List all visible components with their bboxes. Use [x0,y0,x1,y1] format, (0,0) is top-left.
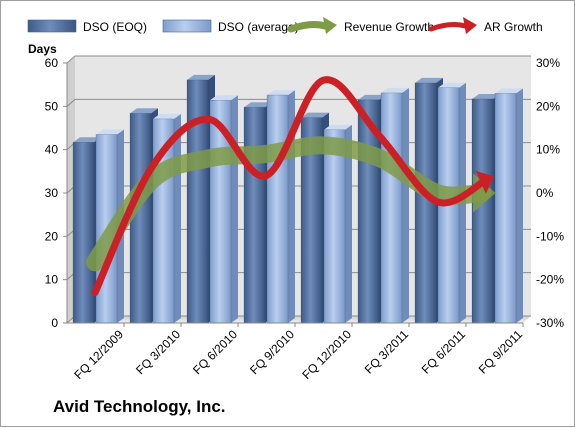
y2-tick-label: 0% [536,186,554,200]
y-axis-left: 0 10 20 30 40 50 60 [45,56,68,330]
x-tick-label: FQ 3/2011 [362,327,412,377]
legend-label: DSO (EOQ) [83,20,147,34]
legend-dso-eoq: DSO (EOQ) [27,19,147,34]
legend-arrow [428,22,468,32]
y-tick-label: 30 [45,186,59,200]
y2-tick-label: -10% [536,229,564,243]
company-name: Avid Technology, Inc. [53,397,226,416]
y2-tick-label: -20% [536,273,564,287]
legend-arrowhead [463,17,477,34]
bar-dso-average [266,90,295,324]
legend: DSO (EOQ) DSO (average) Revenue Growth AR G… [27,17,543,34]
legend-swatch [162,19,212,33]
y2-tick-label: -30% [536,316,564,330]
x-tick-label: FQ 6/2011 [419,327,469,377]
x-axis: FQ 12/2009 FQ 3/2010 FQ 6/2010 FQ 9/2010 FQ … [67,322,526,382]
bar-dso-average [380,87,409,324]
ar-growth-line [91,76,490,297]
bar-series [72,74,523,324]
y-tick-label: 40 [45,143,59,157]
legend-arrow [287,21,329,33]
legend-label: AR Growth [484,20,543,34]
legend-ar-growth: AR Growth [428,17,543,34]
ar-growth-arrowhead [475,170,494,194]
legend-revenue-growth: Revenue Growth [287,17,434,34]
y2-tick-label: 20% [536,99,560,113]
y-tick-label: 50 [45,99,59,113]
y-tick-label: 60 [45,56,59,70]
line-series [86,76,496,297]
y2-tick-label: 30% [536,56,560,70]
x-tick-label: FQ 9/2011 [476,327,526,377]
y2-tick-label: 10% [536,143,560,157]
y-tick-label: 0 [51,316,58,330]
y-tick-label: 20 [45,229,59,243]
bar-dso-average [323,124,352,324]
legend-arrowhead [323,17,337,34]
gridline [66,55,531,64]
y-axis-right: -30% -20% -10% 0% 10% 20% 30% [536,56,564,330]
x-tick-label: FQ 9/2010 [247,327,297,377]
legend-dso-average: DSO (average) [162,19,299,34]
bar-dso-average [494,88,523,324]
legend-swatch [27,19,77,33]
x-tick-label: FQ 12/2010 [299,327,354,382]
legend-label: DSO (average) [218,20,299,34]
x-tick-label: FQ 12/2009 [71,327,126,382]
legend-label: Revenue Growth [344,20,434,34]
x-tick-label: FQ 6/2010 [190,327,240,377]
x-tick-label: FQ 3/2010 [133,327,183,377]
y-tick-label: 10 [45,273,59,287]
y-axis-title: Days [28,42,57,56]
